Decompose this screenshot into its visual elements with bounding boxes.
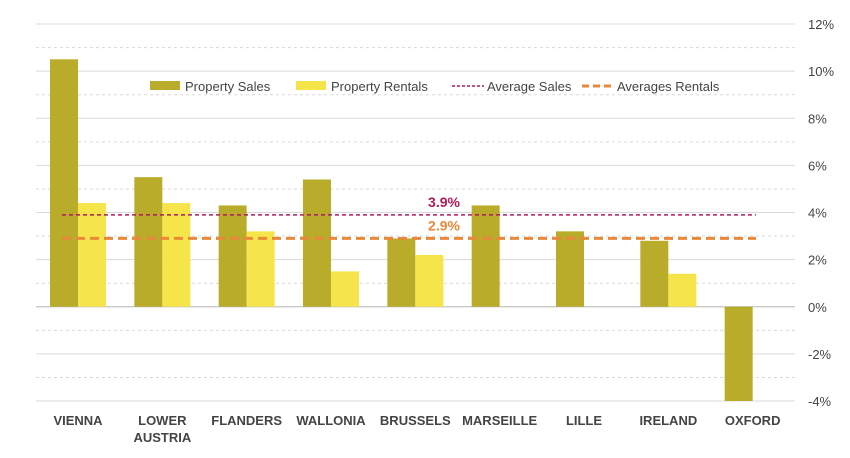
category-label: OXFORD — [725, 413, 781, 428]
sales-bar-lower-austria — [134, 177, 163, 307]
y-tick-label: 12% — [808, 17, 834, 32]
y-tick-label: -2% — [808, 347, 832, 362]
sales-bar-flanders — [218, 205, 247, 307]
legend-label: Property Sales — [185, 79, 271, 94]
category-label: WALLONIA — [296, 413, 366, 428]
y-tick-label: 2% — [808, 253, 827, 268]
category-label: IRELAND — [639, 413, 697, 428]
bars — [50, 59, 753, 401]
category-label: AUSTRIA — [133, 430, 191, 445]
x-axis-categories: VIENNA LOWER AUSTRIA FLANDERS WALLONIA BRUSSE… — [53, 413, 780, 445]
average-sales-label: 3.9% — [428, 194, 460, 210]
y-axis-ticks: -4% -2% 0% 2% 4% 6% 8% 10% 12% — [808, 17, 834, 409]
y-tick-label: 4% — [808, 206, 827, 221]
category-label: LOWER — [138, 413, 187, 428]
legend-label: Property Rentals — [331, 79, 428, 94]
sales-bar-lille — [556, 231, 584, 307]
legend-label: Average Sales — [487, 79, 572, 94]
y-tick-label: 10% — [808, 64, 834, 79]
rentals-bar-ireland — [668, 273, 697, 307]
y-tick-label: 8% — [808, 111, 827, 126]
sales-bar-vienna — [50, 59, 78, 307]
rentals-bar-lower-austria — [162, 203, 191, 307]
rentals-bar-brussels — [415, 254, 444, 307]
y-tick-label: -4% — [808, 394, 832, 409]
rentals-bar-flanders — [246, 231, 275, 307]
rentals-bar-vienna — [78, 203, 106, 307]
y-tick-label: 0% — [808, 300, 827, 315]
category-label: MARSEILLE — [462, 413, 537, 428]
category-label: VIENNA — [53, 413, 103, 428]
sales-bar-oxford — [724, 306, 753, 401]
y-tick-label: 6% — [808, 158, 827, 173]
category-label: LILLE — [566, 413, 602, 428]
sales-bar-brussels — [387, 238, 416, 307]
legend-label: Averages Rentals — [617, 79, 720, 94]
sales-bar-wallonia — [303, 179, 331, 307]
reference-lines: 3.9% 2.9% — [62, 194, 756, 240]
legend-swatch — [296, 81, 326, 90]
sales-bar-marseille — [471, 205, 500, 307]
legend: Property Sales Property Rentals Average Sa… — [150, 79, 720, 94]
category-label: BRUSSELS — [380, 413, 451, 428]
legend-swatch — [150, 81, 180, 90]
sales-bar-ireland — [640, 240, 669, 307]
rentals-bar-wallonia — [331, 271, 359, 307]
average-rentals-label: 2.9% — [428, 217, 460, 233]
category-label: FLANDERS — [211, 413, 282, 428]
